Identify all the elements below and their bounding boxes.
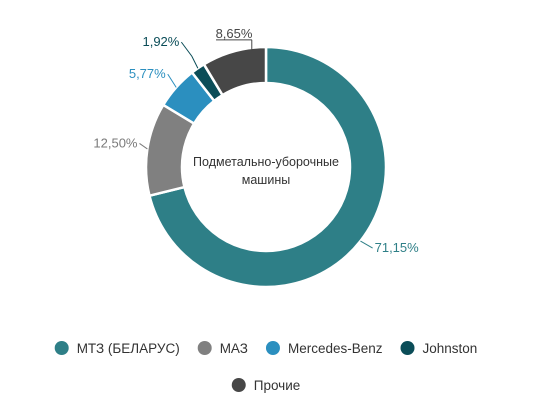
chart-legend: МТЗ (БЕЛАРУС) МАЗ Mercedes-Benz Johnston Про… [54, 341, 478, 393]
slice-label-johnston: 1,92% [142, 34, 179, 49]
slice-labels: 71,15% 12,50% 5,77% 1,92% 8,65% [93, 26, 419, 255]
leader-line-mercedes-benz [167, 73, 177, 88]
donut-slices [144, 45, 388, 289]
legend-label-маз: МАЗ [220, 341, 248, 356]
slice-label-прочие: 8,65% [216, 26, 253, 41]
legend-marker-прочие [231, 378, 246, 392]
center-label-line-1: Подметально-уборочные [193, 155, 339, 169]
legend-item-мтз-беларус: МТЗ (БЕЛАРУС) [54, 341, 180, 356]
leader-line-маз [139, 142, 148, 150]
legend-label-mercedes-benz: Mercedes-Benz [288, 341, 383, 356]
legend-marker-mercedes-benz [265, 341, 280, 355]
legend-marker-маз [197, 341, 212, 355]
slice-прочие [202, 45, 268, 97]
slice-label-маз: 12,50% [93, 135, 138, 150]
slice-label-mercedes-benz: 5,77% [129, 66, 166, 81]
leader-line-johnston [180, 41, 199, 69]
legend-label-мтз-беларус: МТЗ (БЕЛАРУС) [77, 341, 180, 356]
center-label-line-2: машины [242, 173, 290, 187]
legend-item-прочие: Прочие [231, 378, 301, 393]
slice-label-мтз-беларус: 71,15% [375, 240, 420, 255]
legend-label-johnston: Johnston [423, 341, 478, 356]
legend-item-маз: МАЗ [197, 341, 248, 356]
slice-мтз-беларус [147, 45, 388, 289]
legend-label-прочие: Прочие [254, 378, 301, 393]
leader-line-мтз-беларус [360, 240, 373, 249]
legend-marker-мтз-беларус [54, 341, 69, 355]
donut-center-label: Подметально-уборочные машины [193, 155, 339, 187]
legend-marker-johnston [400, 341, 415, 355]
legend-item-johnston: Johnston [400, 341, 478, 356]
leader-line-прочие [216, 39, 253, 52]
legend-item-mercedes-benz: Mercedes-Benz [265, 341, 383, 356]
label-leader-lines [139, 39, 373, 249]
